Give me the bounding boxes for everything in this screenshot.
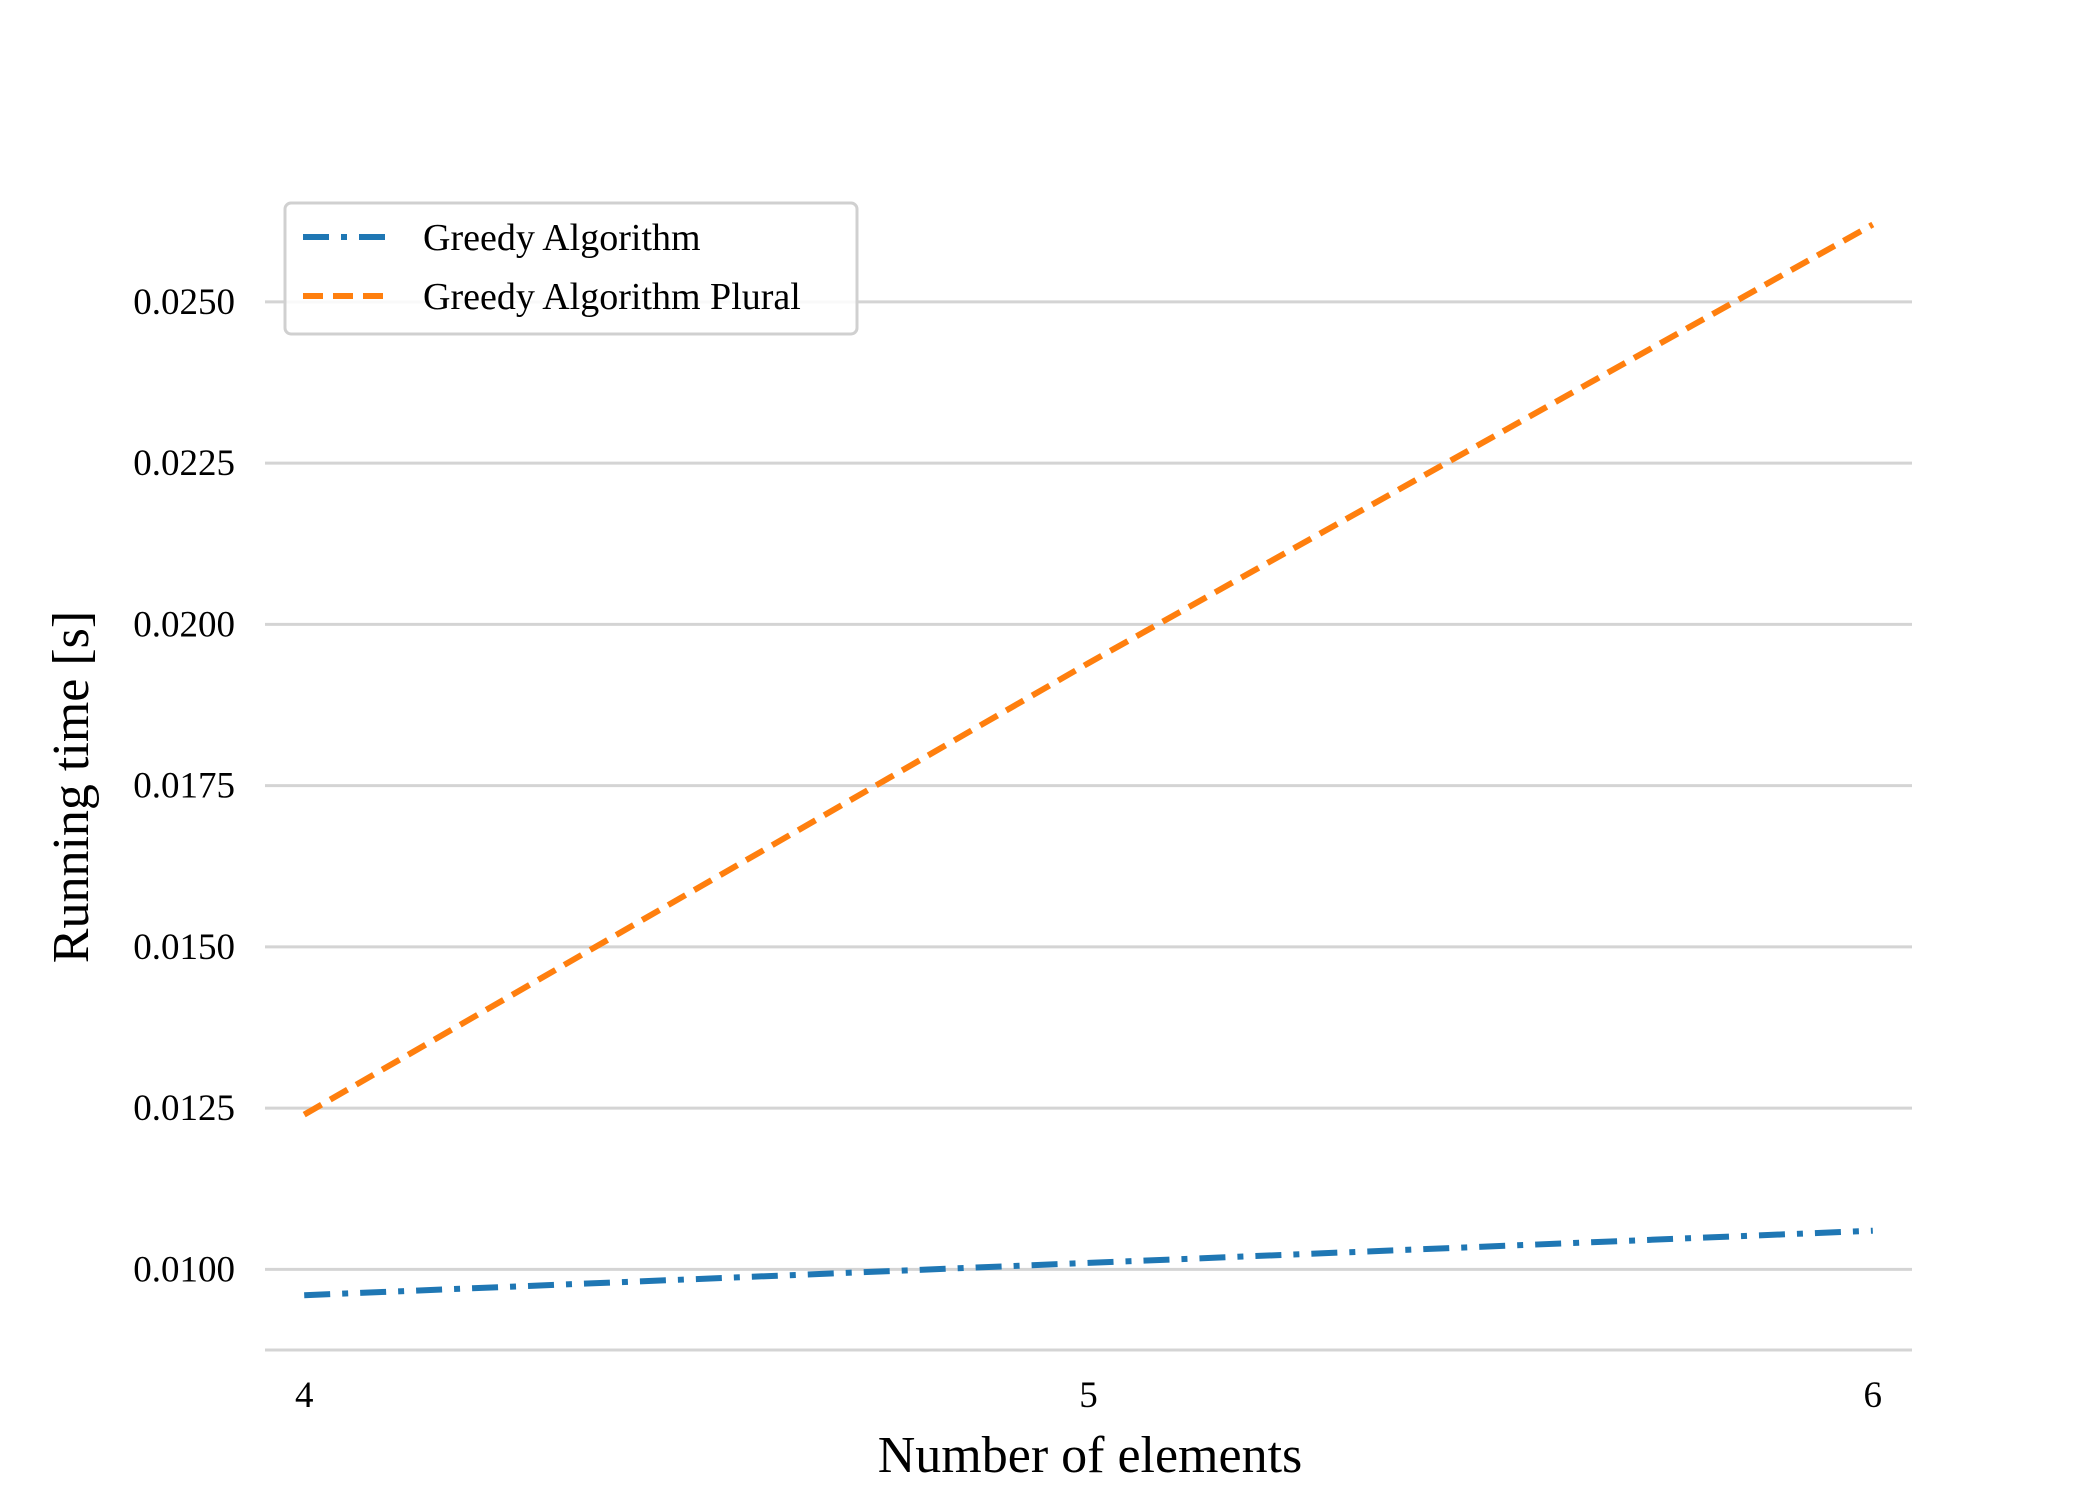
legend-label-1: Greedy Algorithm bbox=[423, 217, 701, 259]
legend: Greedy Algorithm Greedy Algorithm Plural bbox=[283, 201, 859, 336]
x-tick-label: 5 bbox=[1079, 1375, 1098, 1416]
legend-items: Greedy Algorithm Greedy Algorithm Plural bbox=[303, 217, 801, 318]
x-tick-label: 6 bbox=[1864, 1375, 1883, 1416]
y-axis-title: Running time [s] bbox=[43, 611, 100, 963]
x-tick-labels: 4 5 6 bbox=[295, 1375, 1882, 1416]
y-tick-label: 0.0250 bbox=[133, 282, 235, 323]
y-tick-label: 0.0175 bbox=[133, 766, 235, 807]
legend-box bbox=[283, 201, 859, 336]
gridlines bbox=[265, 300, 1912, 1352]
y-tick-label: 0.0125 bbox=[133, 1088, 235, 1129]
y-tick-label: 0.0100 bbox=[133, 1249, 235, 1290]
y-tick-label: 0.0225 bbox=[133, 443, 235, 484]
x-axis-title: Number of elements bbox=[878, 1427, 1303, 1484]
y-tick-label: 0.0200 bbox=[133, 604, 235, 645]
x-tick-label: 4 bbox=[295, 1375, 314, 1416]
y-tick-label: 0.0150 bbox=[133, 927, 235, 968]
series-line-1 bbox=[304, 1227, 1873, 1299]
y-tick-labels: 0.0100 0.0125 0.0150 0.0175 0.0200 0.0225 0.02… bbox=[133, 282, 235, 1290]
legend-label-2: Greedy Algorithm Plural bbox=[423, 276, 801, 318]
series-lines bbox=[302, 221, 1875, 1299]
series-line-2 bbox=[302, 221, 1875, 1118]
